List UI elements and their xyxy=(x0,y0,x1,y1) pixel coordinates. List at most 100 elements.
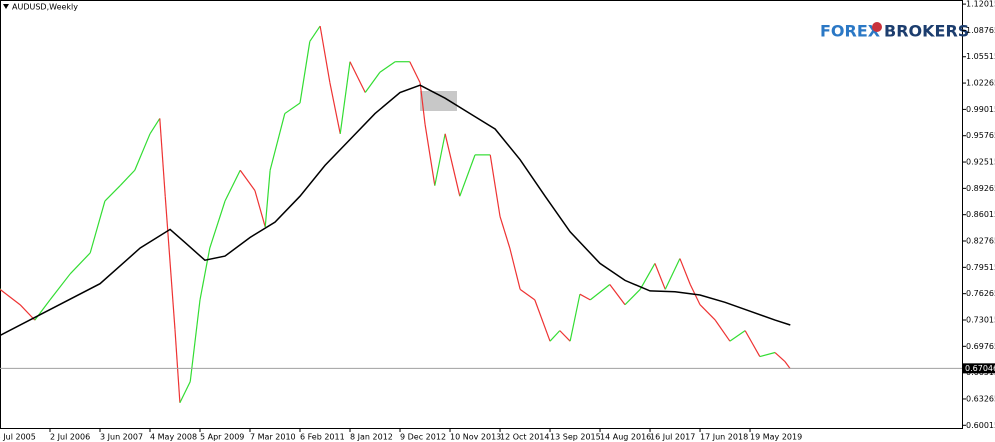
price-segment xyxy=(714,319,731,342)
price-segment xyxy=(159,118,166,197)
price-segment xyxy=(284,102,301,115)
price-segment xyxy=(0,288,21,306)
x-tick-label: 2 Jul 2006 xyxy=(50,433,90,442)
price-segment xyxy=(744,330,761,357)
price-segment xyxy=(179,381,191,403)
price-segment xyxy=(784,361,791,370)
x-tick-label: 3 Jun 2007 xyxy=(100,433,143,442)
price-segment xyxy=(134,133,151,171)
price-segment xyxy=(174,329,181,403)
price-segment xyxy=(509,247,521,290)
x-tick-label: 5 Apr 2009 xyxy=(200,433,244,442)
x-tick-label: 6 Feb 2011 xyxy=(300,433,345,442)
price-segment xyxy=(349,61,366,93)
price-segment xyxy=(379,61,396,73)
price-segment xyxy=(534,299,551,342)
price-segment xyxy=(319,25,331,83)
x-tick-label: 16 Jul 2017 xyxy=(650,433,695,442)
price-segment xyxy=(239,169,256,191)
price-segment xyxy=(19,304,36,321)
price-segment xyxy=(639,263,656,290)
price-segment xyxy=(759,351,776,358)
price-segment xyxy=(589,283,611,301)
price-segment xyxy=(774,352,786,362)
chart-title: AUDUSD,Weekly xyxy=(12,3,78,12)
y-tick-label: 1.05515 xyxy=(966,52,995,61)
price-segment xyxy=(364,71,381,93)
price-segment xyxy=(264,170,271,228)
y-tick-label: 0.89265 xyxy=(966,184,995,193)
price-segment xyxy=(419,82,426,125)
price-segment xyxy=(339,61,351,134)
price-segment xyxy=(549,330,561,342)
moving-average xyxy=(0,84,791,337)
price-segment xyxy=(89,200,106,254)
y-tick-label: 1.02265 xyxy=(966,79,995,88)
price-segment xyxy=(559,330,571,342)
price-segment xyxy=(424,123,436,186)
price-segment xyxy=(499,216,511,249)
x-tick-label: 8 Jan 2012 xyxy=(350,433,393,442)
price-segment xyxy=(309,25,321,42)
price-segment xyxy=(104,185,121,202)
current-price-label: 0.67046 xyxy=(965,364,995,373)
price-segment xyxy=(49,273,71,301)
y-tick-label: 0.60015 xyxy=(966,421,995,430)
logo-right: BROKERS xyxy=(884,22,969,41)
y-tick-label: 0.63265 xyxy=(966,394,995,403)
x-tick-label: 17 Jun 2018 xyxy=(700,433,748,442)
y-tick-label: 0.79515 xyxy=(966,263,995,272)
x-tick-label: 4 May 2008 xyxy=(150,433,197,442)
y-tick-label: 0.92515 xyxy=(966,158,995,167)
price-segment xyxy=(199,247,211,300)
price-segment xyxy=(434,133,446,186)
price-segment xyxy=(579,293,591,301)
price-segment xyxy=(679,258,691,285)
price-segment xyxy=(624,288,641,306)
price-segment xyxy=(224,169,241,202)
price-segment xyxy=(654,263,666,290)
price-segment xyxy=(119,169,136,187)
price-segment xyxy=(69,252,91,275)
price-segment xyxy=(254,190,266,228)
y-tick-label: 0.73015 xyxy=(966,315,995,324)
price-segment xyxy=(149,118,161,135)
price-segment xyxy=(209,200,226,249)
x-tick-label: 19 May 2019 xyxy=(750,433,802,442)
price-segment xyxy=(299,41,311,104)
price-segment xyxy=(164,196,176,330)
price-segment xyxy=(409,61,421,84)
y-tick-label: 0.99015 xyxy=(966,105,995,114)
price-segment xyxy=(444,133,461,197)
price-segment xyxy=(569,294,581,342)
price-segment xyxy=(609,284,626,306)
price-segment xyxy=(664,258,681,290)
x-tick-label: 10 Nov 2013 xyxy=(450,433,501,442)
y-tick-label: 0.95765 xyxy=(966,131,995,140)
y-tick-label: 1.12015 xyxy=(966,0,995,9)
x-tick-label: 13 Sep 2015 xyxy=(550,433,601,442)
y-tick-label: 0.69765 xyxy=(966,342,995,351)
price-segment xyxy=(329,82,341,134)
title-icon xyxy=(3,4,9,9)
logo-left: FOREX xyxy=(820,22,881,41)
y-tick-label: 1.08765 xyxy=(966,26,995,35)
price-segment xyxy=(729,330,746,342)
price-segment xyxy=(489,154,501,217)
logo-icon xyxy=(872,22,882,32)
y-tick-label: 0.82765 xyxy=(966,237,995,246)
highlight-box xyxy=(420,91,457,111)
x-tick-label: 3 Jul 2005 xyxy=(0,433,36,442)
price-segment xyxy=(459,154,476,197)
x-tick-label: 14 Aug 2016 xyxy=(600,433,651,442)
price-segment xyxy=(269,113,286,171)
y-tick-label: 0.86015 xyxy=(966,210,995,219)
current-price-box xyxy=(963,363,995,374)
x-tick-label: 9 Dec 2012 xyxy=(400,433,446,442)
y-tick-label: 0.76265 xyxy=(966,289,995,298)
price-segment xyxy=(699,304,716,321)
x-tick-label: 7 Mar 2010 xyxy=(250,433,296,442)
x-tick-label: 12 Oct 2014 xyxy=(500,433,549,442)
